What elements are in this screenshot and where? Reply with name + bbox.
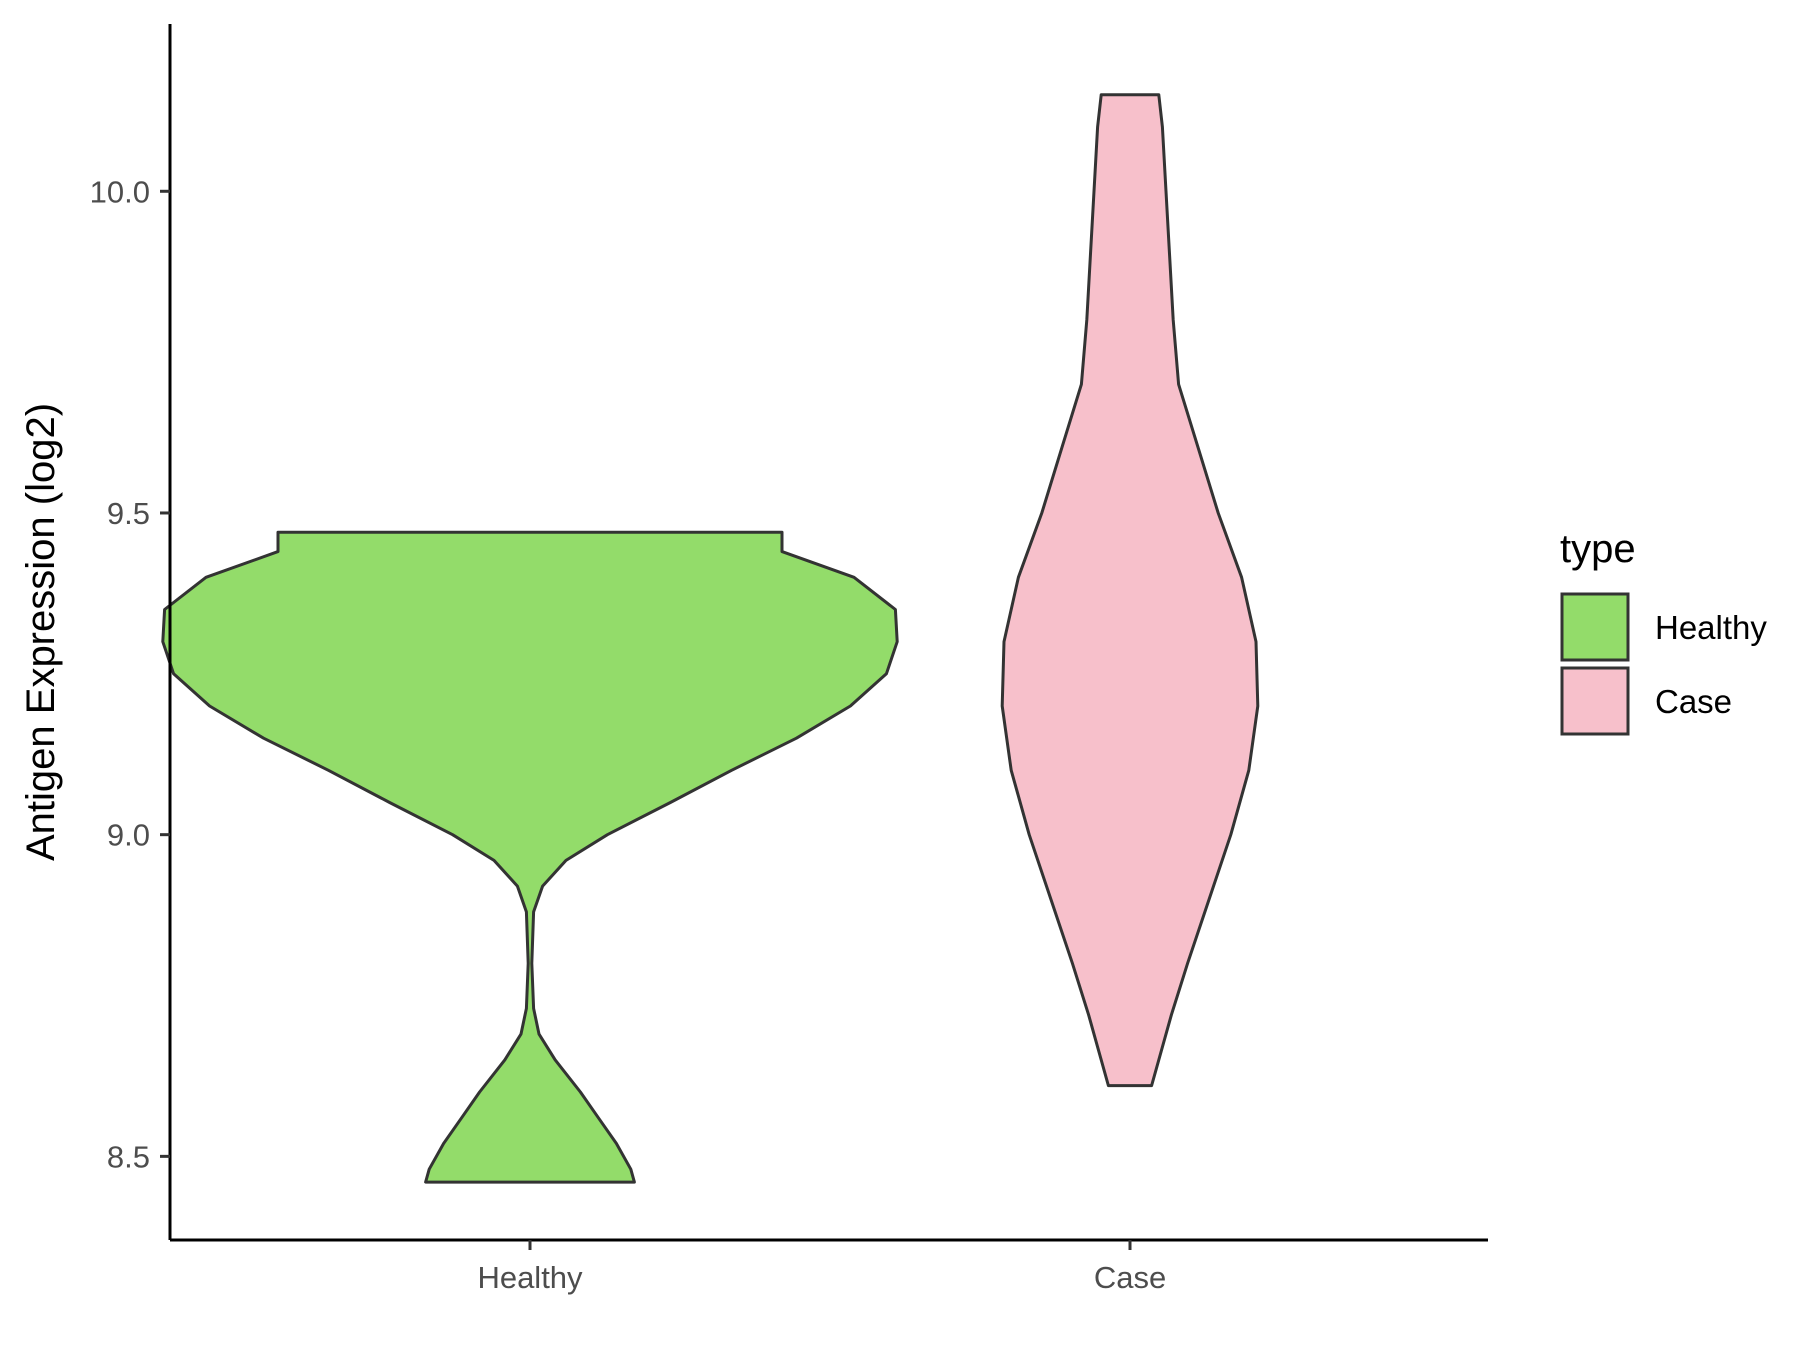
legend-label-case: Case (1655, 683, 1732, 720)
y-tick-label: 9.0 (107, 818, 150, 853)
legend-label-healthy: Healthy (1655, 609, 1767, 646)
legend-swatch-case (1560, 666, 1630, 736)
y-ticks: 8.5 9.0 9.5 10.0 (90, 174, 170, 1174)
violin-case (1000, 93, 1260, 1088)
y-tick-label: 8.5 (107, 1139, 150, 1174)
axes (168, 24, 1488, 1242)
x-tick-label: Healthy (477, 1260, 583, 1295)
y-axis-title: Antigen Expression (log2) (19, 403, 63, 861)
x-ticks: Healthy Case (477, 1240, 1166, 1295)
y-tick-label: 9.5 (107, 496, 150, 531)
legend-swatch-healthy (1560, 592, 1630, 662)
y-tick-label: 10.0 (90, 174, 150, 209)
x-tick-label: Case (1094, 1260, 1166, 1295)
legend: type Healthy Case (1560, 527, 1767, 736)
violins (161, 93, 1260, 1184)
legend-title: type (1560, 527, 1636, 571)
violin-healthy (161, 530, 899, 1184)
